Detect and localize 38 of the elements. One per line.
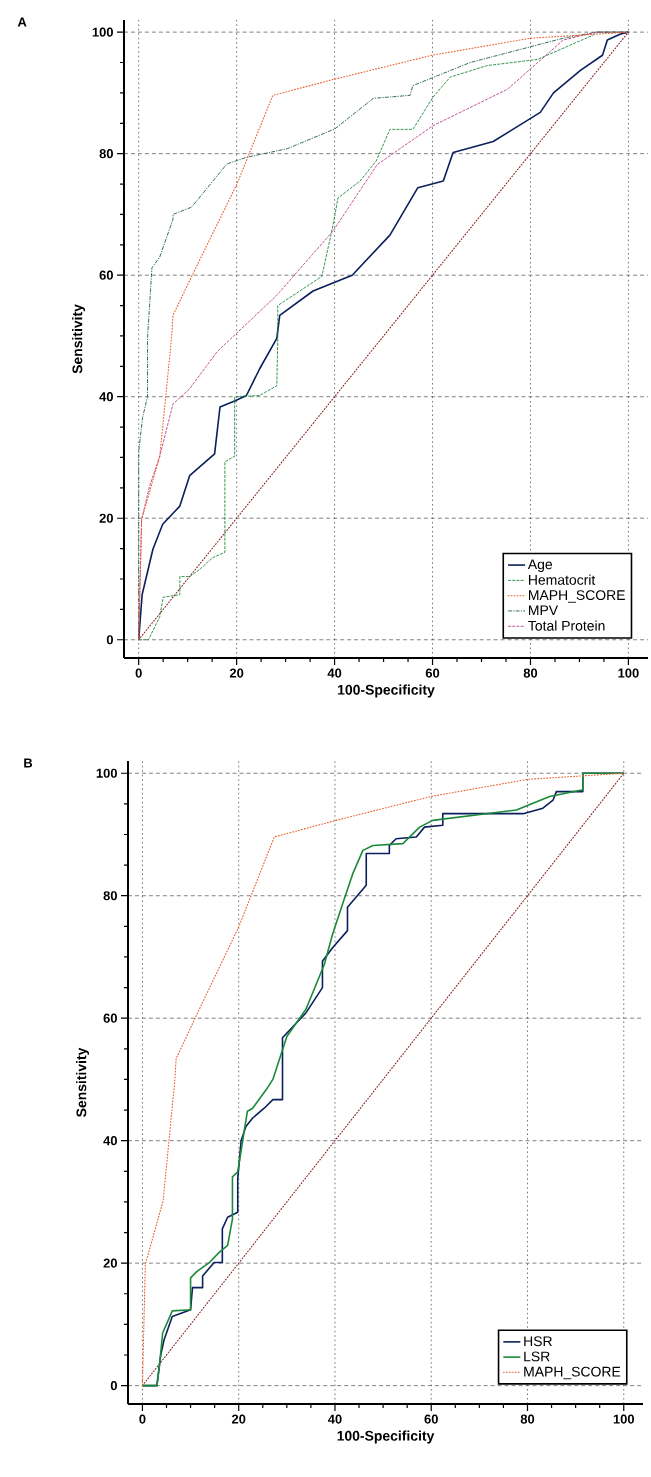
x-tick-label: 20 [231, 1414, 246, 1424]
x-tick-label: 100 [618, 668, 639, 678]
y-tick-label: 20 [99, 513, 113, 523]
legend-label: HSR [524, 1336, 552, 1347]
chart-title: B [24, 758, 33, 768]
y-tick-label: 20 [103, 1258, 117, 1268]
y-tick-label: 100 [96, 768, 117, 778]
x-tick-label: 40 [327, 1414, 342, 1424]
x-tick-label: 40 [327, 668, 342, 678]
y-tick-label: 80 [103, 891, 117, 901]
y-tick-label: 40 [103, 1136, 117, 1146]
x-tick-label: 60 [424, 1414, 438, 1424]
y-axis-title: Sensitivity [76, 1047, 90, 1117]
legend-label: MPV [529, 605, 559, 615]
x-tick-label: 0 [139, 1414, 146, 1424]
x-tick-label: 80 [523, 668, 538, 678]
legend-label: LSR [524, 1351, 550, 1362]
legend-label: Hematocrit [529, 574, 596, 585]
chart-title: A [17, 17, 27, 27]
y-tick-label: 0 [110, 1381, 117, 1391]
y-tick-label: 0 [106, 635, 113, 645]
y-tick-label: 60 [103, 1013, 117, 1023]
x-tick-label: 80 [520, 1414, 535, 1424]
x-tick-label: 60 [425, 668, 440, 678]
x-axis-title: 100-Specificity [337, 1430, 435, 1444]
y-tick-label: 80 [99, 149, 113, 159]
legend-label: Total Protein [528, 620, 605, 631]
legend-label: MAPH_SCORE [524, 1366, 621, 1380]
x-axis-title: 100-Specificity [338, 684, 435, 698]
x-tick-label: 100 [613, 1414, 635, 1424]
y-tick-label: 60 [99, 270, 113, 280]
x-tick-label: 20 [229, 668, 244, 678]
y-tick-label: 100 [92, 27, 113, 37]
x-tick-label: 0 [135, 668, 142, 678]
y-axis-title: Sensitivity [72, 304, 86, 374]
legend-label: MAPH_SCORE [529, 590, 625, 603]
legend-label: Age [527, 559, 553, 573]
y-tick-label: 40 [99, 392, 113, 402]
